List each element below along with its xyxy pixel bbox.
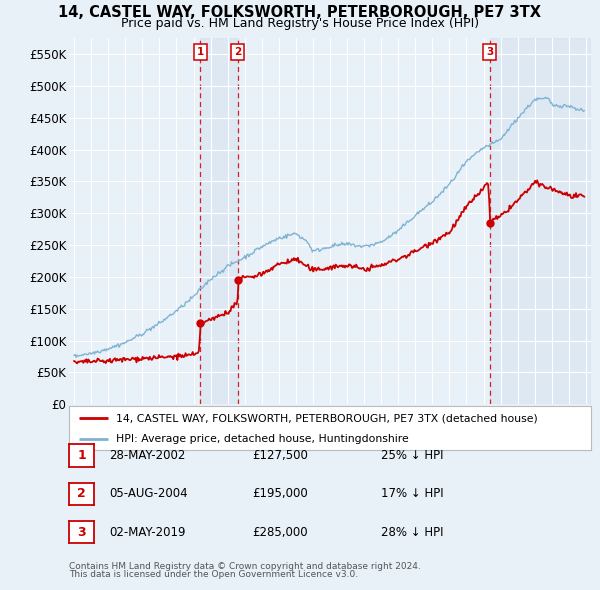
Text: 28-MAY-2002: 28-MAY-2002	[109, 449, 185, 462]
Text: £195,000: £195,000	[252, 487, 308, 500]
Text: 14, CASTEL WAY, FOLKSWORTH, PETERBOROUGH, PE7 3TX: 14, CASTEL WAY, FOLKSWORTH, PETERBOROUGH…	[59, 5, 542, 19]
Bar	[490, 38, 591, 404]
Text: 17% ↓ HPI: 17% ↓ HPI	[381, 487, 443, 500]
Text: 3: 3	[77, 526, 86, 539]
Text: 1: 1	[77, 449, 86, 462]
Text: Contains HM Land Registry data © Crown copyright and database right 2024.: Contains HM Land Registry data © Crown c…	[69, 562, 421, 571]
Text: £127,500: £127,500	[252, 449, 308, 462]
Text: 3: 3	[486, 47, 493, 57]
Bar	[200, 38, 238, 404]
Text: 28% ↓ HPI: 28% ↓ HPI	[381, 526, 443, 539]
Text: £285,000: £285,000	[252, 526, 308, 539]
Text: 05-AUG-2004: 05-AUG-2004	[109, 487, 188, 500]
Text: Price paid vs. HM Land Registry's House Price Index (HPI): Price paid vs. HM Land Registry's House …	[121, 17, 479, 30]
Text: 02-MAY-2019: 02-MAY-2019	[109, 526, 186, 539]
Text: HPI: Average price, detached house, Huntingdonshire: HPI: Average price, detached house, Hunt…	[116, 434, 409, 444]
Text: 14, CASTEL WAY, FOLKSWORTH, PETERBOROUGH, PE7 3TX (detached house): 14, CASTEL WAY, FOLKSWORTH, PETERBOROUGH…	[116, 413, 538, 423]
Text: 25% ↓ HPI: 25% ↓ HPI	[381, 449, 443, 462]
Text: This data is licensed under the Open Government Licence v3.0.: This data is licensed under the Open Gov…	[69, 571, 358, 579]
Text: 2: 2	[234, 47, 242, 57]
Text: 2: 2	[77, 487, 86, 500]
Text: 1: 1	[197, 47, 204, 57]
